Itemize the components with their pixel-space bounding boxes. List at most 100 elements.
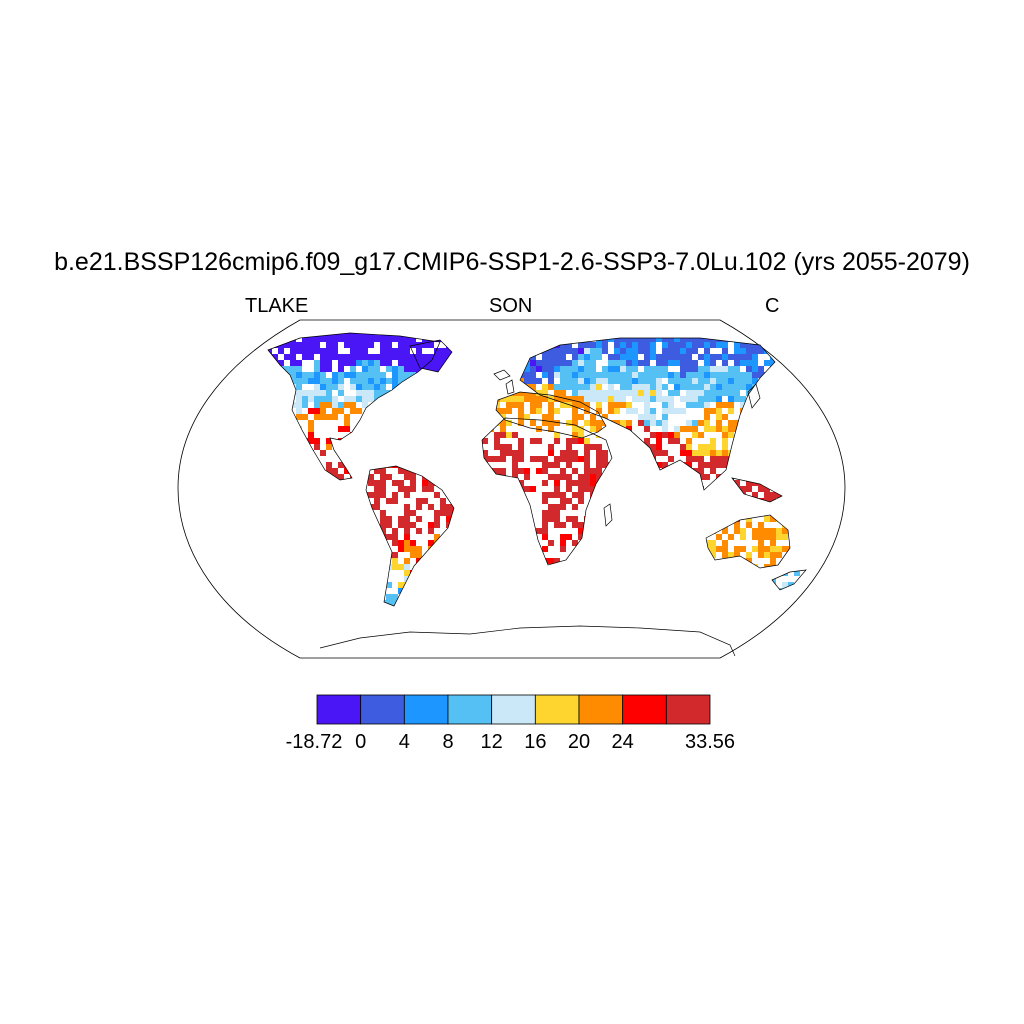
lake-cell [794,570,800,576]
lake-cell [386,582,392,588]
lake-cell [302,396,308,402]
lake-cell [554,504,560,510]
lake-cell [716,456,722,462]
lake-cell [302,342,308,348]
lake-cell [686,456,692,462]
lake-cell [734,378,740,384]
lake-cell [410,342,416,348]
lake-cell [554,432,560,438]
lake-cell [398,480,404,486]
lake-cell [566,450,572,456]
lake-cell [584,474,590,480]
lake-cell [404,360,410,366]
lake-cell [596,342,602,348]
lake-cell [392,366,398,372]
lake-cell [554,438,560,444]
lake-cell [374,486,380,492]
colorbar-swatch [447,694,493,725]
lake-cell [608,402,614,408]
lake-cell [332,402,338,408]
lake-cell [626,348,632,354]
lake-cell [314,336,320,342]
lake-cell [782,534,788,540]
lake-cell [800,606,806,612]
lake-cell [728,426,734,432]
lake-cell [638,336,644,342]
lake-cell [314,342,320,348]
lake-cell [722,348,728,354]
lake-cell [512,462,518,468]
lake-cell [368,480,374,486]
lake-cell [392,594,398,600]
lake-cell [716,450,722,456]
lake-cell [548,372,554,378]
lake-cell [710,444,716,450]
lake-cell [542,372,548,378]
lake-cell [620,420,626,426]
lake-cell [578,492,584,498]
lake-cell [320,372,326,378]
lake-cell [734,546,740,552]
lake-cell [422,498,428,504]
lake-cell [404,474,410,480]
lake-cell [662,372,668,378]
lake-cell [332,378,338,384]
lake-cell [584,366,590,372]
lake-cell [374,336,380,342]
lake-cell [392,498,398,504]
lake-cell [302,336,308,342]
lake-cell [704,354,710,360]
lake-cell [656,438,662,444]
lake-cell [344,360,350,366]
lake-cell [434,534,440,540]
lake-cell [704,420,710,426]
lake-cell [644,426,650,432]
lake-cell [398,348,404,354]
lake-cell [698,432,704,438]
lake-cell [542,384,548,390]
lake-cell [416,504,422,510]
lake-cell [356,342,362,348]
lake-cell [722,342,728,348]
lake-cell [578,456,584,462]
lake-cell [692,456,698,462]
lake-cell [338,372,344,378]
lake-cell [638,378,644,384]
lake-cell [758,546,764,552]
lake-cell [560,360,566,366]
lake-cell [428,528,434,534]
lake-cell [554,516,560,522]
lake-cell [710,360,716,366]
lake-cell [350,342,356,348]
lake-cell [494,438,500,444]
lake-cell [620,384,626,390]
lake-cell [614,342,620,348]
lake-cell [302,348,308,354]
lake-cell [686,462,692,468]
lake-cell [338,360,344,366]
lake-cell [548,426,554,432]
lake-cell [398,564,404,570]
lake-cell [542,522,548,528]
lake-cell [764,516,770,522]
lake-cell [542,366,548,372]
lake-cell [584,468,590,474]
colorbar-swatch [403,694,449,725]
colorbar-swatch [316,694,362,725]
lake-cell [494,468,500,474]
lake-cell [332,348,338,354]
lake-cell [686,426,692,432]
lake-cell [722,444,728,450]
lake-cell [398,342,404,348]
lake-cell [722,438,728,444]
lake-cell [590,342,596,348]
coastline-asia [519,337,776,491]
lake-cell [662,402,668,408]
lake-cell [590,348,596,354]
lake-cell [554,396,560,402]
lake-cell [770,552,776,558]
lake-cell [662,426,668,432]
lake-cell [740,396,746,402]
lake-cell [308,348,314,354]
lake-cell [680,450,686,456]
